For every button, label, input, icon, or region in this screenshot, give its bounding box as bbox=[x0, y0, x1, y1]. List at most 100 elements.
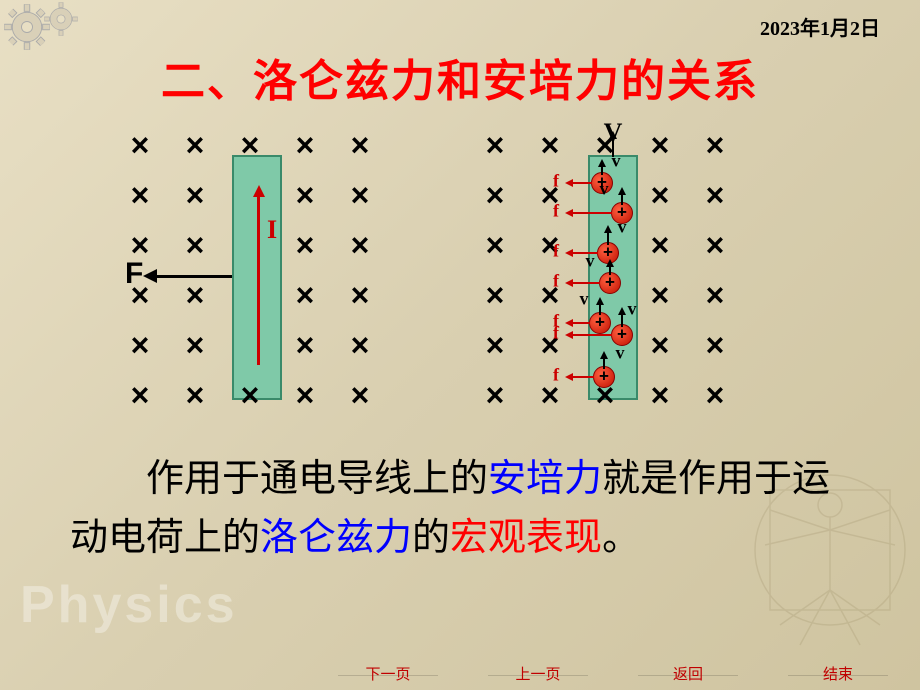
charge-v-arrowhead bbox=[600, 351, 608, 359]
force-F-label: F bbox=[125, 257, 143, 291]
charge-v-label: v bbox=[580, 289, 589, 310]
gear-icon-large bbox=[4, 4, 50, 50]
field-cross: × bbox=[186, 279, 205, 311]
field-cross: × bbox=[351, 229, 370, 261]
field-cross: × bbox=[351, 279, 370, 311]
field-cross: × bbox=[486, 279, 505, 311]
field-cross: × bbox=[706, 279, 725, 311]
charge-v-label: v bbox=[618, 217, 627, 238]
end-button[interactable]: 结束 bbox=[768, 664, 908, 686]
field-cross: × bbox=[651, 129, 670, 161]
watermark-text: Physics bbox=[20, 575, 238, 635]
charge-f-arrow bbox=[572, 334, 612, 336]
field-cross: × bbox=[651, 279, 670, 311]
field-cross: × bbox=[706, 179, 725, 211]
charge-f-arrowhead bbox=[565, 179, 573, 187]
field-cross: × bbox=[186, 129, 205, 161]
charge-f-arrowhead bbox=[565, 209, 573, 217]
charge-f-arrowhead bbox=[565, 331, 573, 339]
charge-f-label: f bbox=[553, 271, 559, 292]
field-cross: × bbox=[241, 379, 260, 411]
field-cross: × bbox=[351, 379, 370, 411]
page-title: 二、洛仑兹力和安培力的关系 bbox=[0, 45, 920, 109]
current-arrow-head bbox=[253, 185, 265, 197]
text-part: 作用于通电导线上的 bbox=[146, 458, 488, 500]
charge-v-label: v bbox=[586, 251, 595, 272]
field-cross: × bbox=[296, 229, 315, 261]
charge-f-arrowhead bbox=[565, 249, 573, 257]
field-cross: × bbox=[651, 229, 670, 261]
field-cross: × bbox=[351, 129, 370, 161]
charge-f-label: f bbox=[553, 241, 559, 262]
charge-v-arrowhead bbox=[618, 307, 626, 315]
nav-bar: 下一页 上一页 返回 结束 bbox=[0, 660, 920, 690]
current-arrow-line bbox=[257, 195, 260, 365]
field-cross: × bbox=[706, 329, 725, 361]
field-cross: × bbox=[706, 129, 725, 161]
field-cross: × bbox=[486, 129, 505, 161]
term-ampere: 安培力 bbox=[488, 458, 602, 500]
charge-v-arrow bbox=[607, 231, 609, 245]
field-cross: × bbox=[131, 179, 150, 211]
gear-icon-small bbox=[44, 2, 78, 36]
charge-v-label: v bbox=[600, 179, 609, 200]
prev-button[interactable]: 上一页 bbox=[468, 664, 608, 686]
term-macro: 宏观表现 bbox=[450, 517, 602, 559]
charge-v-arrowhead bbox=[604, 225, 612, 233]
next-button[interactable]: 下一页 bbox=[318, 664, 458, 686]
charge-v-label: v bbox=[628, 299, 637, 320]
charge-f-label: f bbox=[553, 171, 559, 192]
field-cross: × bbox=[351, 179, 370, 211]
velocity-V-arrowhead bbox=[609, 131, 617, 139]
field-cross: × bbox=[706, 229, 725, 261]
field-cross: × bbox=[486, 179, 505, 211]
charge-f-arrow bbox=[572, 376, 594, 378]
field-cross: × bbox=[486, 329, 505, 361]
field-cross: × bbox=[296, 129, 315, 161]
force-F-arrow-head bbox=[143, 269, 157, 283]
field-cross: × bbox=[486, 229, 505, 261]
date-label: 2023年1月2日 bbox=[760, 12, 880, 41]
charge-v-arrowhead bbox=[618, 187, 626, 195]
field-cross: × bbox=[296, 329, 315, 361]
charge-f-label: f bbox=[553, 365, 559, 386]
current-I-label: I bbox=[267, 215, 277, 245]
charge-v-arrowhead bbox=[596, 297, 604, 305]
field-cross: × bbox=[131, 129, 150, 161]
charge-v-label: v bbox=[616, 343, 625, 364]
field-cross: × bbox=[541, 129, 560, 161]
field-cross: × bbox=[296, 279, 315, 311]
field-cross: × bbox=[651, 329, 670, 361]
charge-f-arrow bbox=[572, 282, 600, 284]
charge-f-arrow bbox=[572, 182, 592, 184]
field-cross: × bbox=[296, 379, 315, 411]
text-part: 。 bbox=[602, 517, 640, 559]
field-cross: × bbox=[706, 379, 725, 411]
charge-v-label: v bbox=[612, 151, 621, 172]
charge-f-arrowhead bbox=[565, 319, 573, 327]
field-cross: × bbox=[651, 179, 670, 211]
positive-charge bbox=[599, 272, 621, 294]
field-cross: × bbox=[296, 179, 315, 211]
back-button[interactable]: 返回 bbox=[618, 664, 758, 686]
field-cross: × bbox=[186, 379, 205, 411]
text-part: 的 bbox=[412, 517, 450, 559]
field-cross: × bbox=[651, 379, 670, 411]
field-cross: × bbox=[131, 329, 150, 361]
field-cross: × bbox=[131, 379, 150, 411]
explanation-text: 作用于通电导线上的安培力就是作用于运动电荷上的洛仑兹力的宏观表现。 bbox=[70, 450, 860, 568]
positive-charge bbox=[589, 312, 611, 334]
charge-f-label: f bbox=[553, 311, 559, 332]
charge-f-arrowhead bbox=[565, 373, 573, 381]
physics-diagram: × × × × × × × × × × × × × × × × × × × × × × × × × × × × × × × × × × × × × × × ×… bbox=[0, 125, 920, 415]
charge-f-arrow bbox=[572, 322, 590, 324]
charge-v-arrowhead bbox=[598, 159, 606, 167]
indent bbox=[70, 458, 146, 500]
field-cross: × bbox=[351, 329, 370, 361]
field-cross: × bbox=[186, 179, 205, 211]
field-cross: × bbox=[486, 379, 505, 411]
force-F-arrow-line bbox=[155, 275, 232, 278]
charge-f-arrow bbox=[572, 212, 612, 214]
charge-v-arrow bbox=[621, 313, 623, 327]
charge-v-arrowhead bbox=[606, 259, 614, 267]
